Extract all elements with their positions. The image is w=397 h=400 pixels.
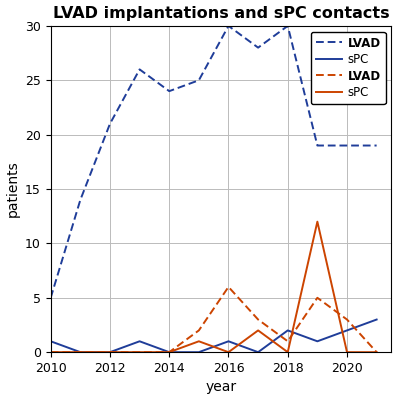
sPC bbox=[167, 350, 172, 354]
LVAD bbox=[345, 143, 349, 148]
Title: LVAD implantations and sPC contacts: LVAD implantations and sPC contacts bbox=[53, 6, 389, 20]
Line: sPC: sPC bbox=[51, 222, 377, 352]
LVAD bbox=[256, 317, 260, 322]
LVAD bbox=[285, 24, 290, 28]
LVAD bbox=[315, 295, 320, 300]
sPC bbox=[197, 339, 201, 344]
sPC bbox=[285, 350, 290, 354]
sPC bbox=[48, 339, 53, 344]
sPC bbox=[226, 339, 231, 344]
Legend: LVAD, sPC, LVAD, sPC: LVAD, sPC, LVAD, sPC bbox=[311, 32, 385, 104]
LVAD bbox=[315, 143, 320, 148]
sPC bbox=[256, 328, 260, 333]
Line: LVAD: LVAD bbox=[51, 26, 377, 298]
sPC bbox=[315, 219, 320, 224]
sPC bbox=[285, 328, 290, 333]
LVAD bbox=[197, 328, 201, 333]
sPC bbox=[345, 350, 349, 354]
sPC bbox=[108, 350, 112, 354]
LVAD bbox=[108, 350, 112, 354]
LVAD bbox=[374, 350, 379, 354]
LVAD bbox=[345, 317, 349, 322]
LVAD bbox=[78, 198, 83, 202]
sPC bbox=[48, 350, 53, 354]
sPC bbox=[197, 350, 201, 354]
LVAD bbox=[256, 45, 260, 50]
sPC bbox=[78, 350, 83, 354]
X-axis label: year: year bbox=[206, 380, 237, 394]
LVAD bbox=[167, 89, 172, 94]
sPC bbox=[315, 339, 320, 344]
sPC bbox=[226, 350, 231, 354]
Line: sPC: sPC bbox=[51, 320, 377, 352]
sPC bbox=[345, 328, 349, 333]
sPC bbox=[256, 350, 260, 354]
Line: LVAD: LVAD bbox=[51, 287, 377, 352]
sPC bbox=[374, 317, 379, 322]
sPC bbox=[137, 350, 142, 354]
LVAD bbox=[285, 339, 290, 344]
LVAD bbox=[137, 67, 142, 72]
LVAD bbox=[137, 350, 142, 354]
LVAD bbox=[78, 350, 83, 354]
LVAD bbox=[226, 284, 231, 289]
sPC bbox=[108, 350, 112, 354]
LVAD bbox=[48, 350, 53, 354]
Y-axis label: patients: patients bbox=[6, 161, 19, 218]
LVAD bbox=[108, 121, 112, 126]
LVAD bbox=[48, 295, 53, 300]
sPC bbox=[374, 350, 379, 354]
LVAD bbox=[226, 24, 231, 28]
sPC bbox=[137, 339, 142, 344]
sPC bbox=[78, 350, 83, 354]
LVAD bbox=[167, 350, 172, 354]
sPC bbox=[167, 350, 172, 354]
LVAD bbox=[197, 78, 201, 83]
LVAD bbox=[374, 143, 379, 148]
